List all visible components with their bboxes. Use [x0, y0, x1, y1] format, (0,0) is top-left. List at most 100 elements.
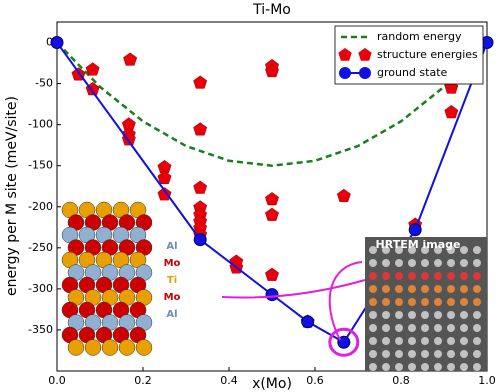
arrow — [221, 279, 366, 299]
hrtem-dot — [460, 259, 468, 267]
arrow — [328, 261, 363, 341]
y-tick-label: 0 — [46, 36, 53, 49]
hrtem-dot — [408, 298, 416, 306]
hrtem-dot — [473, 246, 481, 254]
hrtem-dot — [369, 311, 377, 319]
atom — [101, 339, 119, 356]
hrtem-dot — [395, 337, 403, 345]
x-tick-label: 0.2 — [134, 374, 152, 387]
hrtem-dot — [395, 324, 403, 332]
hrtem-dot — [395, 259, 403, 267]
hrtem-dot — [382, 350, 390, 358]
legend-label: random energy — [377, 30, 462, 43]
structure-point — [193, 180, 208, 194]
random-energy-line — [56, 41, 488, 167]
structure-point — [265, 207, 279, 221]
hrtem-dot — [369, 298, 377, 306]
ground-state-point — [408, 223, 422, 237]
hrtem-dot — [460, 272, 468, 280]
annotation: Ti — [167, 275, 177, 286]
hrtem-dot — [395, 272, 403, 280]
hrtem-dot — [408, 337, 416, 345]
hrtem-dot — [369, 324, 377, 332]
structure-point — [265, 192, 279, 206]
hrtem-dot — [473, 324, 481, 332]
hrtem-dot — [434, 324, 442, 332]
hrtem-dot — [447, 324, 455, 332]
y-tick-label: -200 — [28, 200, 53, 213]
atom — [118, 339, 136, 356]
hrtem-dot — [460, 324, 468, 332]
hrtem-dot — [434, 350, 442, 358]
hrtem-dot — [460, 363, 468, 371]
hrtem-dot — [434, 259, 442, 267]
insets — [61, 200, 487, 371]
legend-swatch — [339, 67, 351, 79]
hrtem-dot — [369, 337, 377, 345]
x-tick-label: 0.0 — [48, 374, 66, 387]
ground-state-point — [337, 335, 351, 349]
hrtem-dot — [434, 246, 442, 254]
hrtem-dot — [408, 350, 416, 358]
y-tick-label: -50 — [35, 77, 53, 90]
highlight — [328, 327, 360, 357]
hrtem-dot — [395, 285, 403, 293]
y-axis-label: energy per M site (meV/site) — [4, 96, 20, 296]
hrtem-dot — [421, 259, 429, 267]
hrtem-dot — [473, 272, 481, 280]
annotation: Al — [166, 309, 177, 320]
annotation: Mo — [164, 292, 181, 303]
hrtem-dot — [447, 363, 455, 371]
y-tick-label: -250 — [28, 241, 53, 254]
hrtem-dot — [447, 246, 455, 254]
legend-swatch — [359, 67, 371, 79]
hrtem-dot — [460, 350, 468, 358]
hrtem-dot — [421, 337, 429, 345]
hrtem-dot — [460, 311, 468, 319]
hrtem-dot — [447, 350, 455, 358]
hrtem-dot — [434, 285, 442, 293]
x-axis-label: x(Mo) — [252, 376, 292, 392]
atom — [84, 339, 102, 356]
y-tick-label: -100 — [28, 118, 53, 131]
hrtem-dot — [460, 298, 468, 306]
hrtem-dot — [421, 363, 429, 371]
hrtem-dot — [447, 311, 455, 319]
structure-point — [265, 267, 279, 281]
hrtem-dot — [382, 324, 390, 332]
structure-point — [157, 170, 172, 184]
hrtem-dot — [434, 298, 442, 306]
hrtem-dot — [473, 259, 481, 267]
x-tick-label: 0.4 — [220, 374, 238, 387]
structure-point — [85, 62, 100, 76]
structure-point — [123, 52, 138, 66]
hrtem-dot — [473, 285, 481, 293]
ground-state-point — [301, 315, 315, 329]
legend-label: ground state — [377, 66, 448, 79]
hrtem-dot — [447, 285, 455, 293]
hrtem-dot — [369, 272, 377, 280]
hrtem-dot — [408, 285, 416, 293]
hrtem-dot — [408, 272, 416, 280]
y-tick-label: -350 — [28, 323, 53, 336]
ground-state-point — [265, 288, 279, 302]
hrtem-dot — [421, 246, 429, 254]
hrtem-dot — [382, 337, 390, 345]
structure-point — [193, 122, 208, 136]
hrtem-dot — [473, 311, 481, 319]
x-tick-label: 1.0 — [478, 374, 496, 387]
hrtem-dot — [369, 285, 377, 293]
hrtem-dot — [473, 363, 481, 371]
hrtem-dot — [408, 324, 416, 332]
hrtem-dot — [408, 311, 416, 319]
annotation: HRTEM image — [376, 238, 461, 251]
atom — [67, 339, 85, 356]
hrtem-dot — [369, 259, 377, 267]
legend-label: structure energies — [377, 48, 478, 61]
hrtem-dot — [421, 324, 429, 332]
chart-title: Ti-Mo — [252, 2, 291, 18]
hrtem-dot — [395, 350, 403, 358]
hrtem-dot — [473, 350, 481, 358]
hrtem-dot — [395, 246, 403, 254]
